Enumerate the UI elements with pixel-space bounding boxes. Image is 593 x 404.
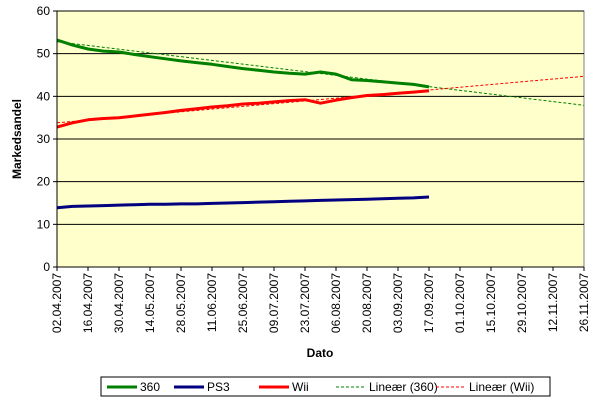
x-tick-label: 16.04.2007 xyxy=(81,273,95,333)
x-axis-ticks: 02.04.2007 16.04.2007 30.04.2007 14.05.2007… xyxy=(50,267,591,333)
x-tick-label: 20.08.2007 xyxy=(360,273,374,333)
x-tick-label: 01.10.2007 xyxy=(453,273,467,333)
x-tick-label: 06.08.2007 xyxy=(329,273,343,333)
x-tick-label: 02.04.2007 xyxy=(50,273,64,333)
x-axis-title: Dato xyxy=(307,346,334,360)
y-axis-ticks: 0 10 20 30 40 50 60 xyxy=(37,4,57,274)
x-tick-label: 03.09.2007 xyxy=(391,273,405,333)
y-tick-label: 40 xyxy=(37,89,51,103)
x-tick-label: 17.09.2007 xyxy=(422,273,436,333)
x-tick-label: 29.10.2007 xyxy=(515,273,529,333)
x-tick-label: 12.11.2007 xyxy=(546,273,560,332)
x-tick-label: 15.10.2007 xyxy=(484,273,498,333)
x-tick-label: 26.11.2007 xyxy=(577,273,591,332)
legend-label: Lineær (Wii) xyxy=(469,380,534,394)
y-tick-label: 20 xyxy=(37,175,51,189)
legend: 360 PS3 Wii Lineær (360) Lineær (Wii) xyxy=(107,380,534,394)
series-line-ps3 xyxy=(56,195,430,210)
y-tick-label: 0 xyxy=(43,260,50,274)
gridlines xyxy=(57,10,584,225)
y-tick-label: 50 xyxy=(37,47,51,61)
legend-label: 360 xyxy=(140,380,160,394)
x-tick-label: 11.06.2007 xyxy=(205,273,219,332)
x-tick-label: 28.05.2007 xyxy=(174,273,188,333)
series-line-line-r-wii xyxy=(56,75,585,124)
y-tick-label: 60 xyxy=(37,4,51,18)
x-tick-label: 30.04.2007 xyxy=(112,273,126,333)
series-group xyxy=(56,38,585,210)
legend-box xyxy=(100,376,551,397)
y-tick-label: 10 xyxy=(37,217,51,231)
x-tick-label: 23.07.2007 xyxy=(298,273,312,333)
x-tick-label: 25.06.2007 xyxy=(236,273,250,333)
series-line-line-r-360 xyxy=(56,41,585,106)
legend-label: PS3 xyxy=(207,380,230,394)
series-line-360 xyxy=(56,38,430,89)
legend-label: Lineær (360) xyxy=(369,380,438,394)
y-axis-title: Markedsandel xyxy=(10,99,24,179)
x-tick-label: 09.07.2007 xyxy=(267,273,281,333)
x-tick-label: 14.05.2007 xyxy=(143,273,157,333)
legend-label: Wii xyxy=(292,380,309,394)
y-tick-label: 30 xyxy=(37,132,51,146)
